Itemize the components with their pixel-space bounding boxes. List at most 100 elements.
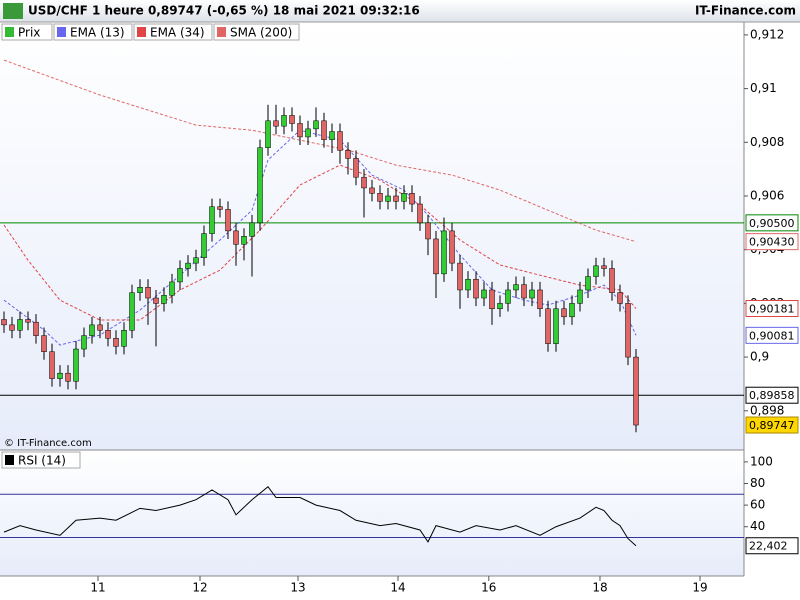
- candle-body: [137, 287, 143, 293]
- candle-body: [161, 295, 167, 304]
- candle-body: [489, 289, 495, 310]
- candle-body: [145, 287, 151, 299]
- price-tag: [745, 233, 799, 251]
- candle-body: [353, 158, 359, 178]
- candle-body: [505, 289, 511, 304]
- legend-box: [1, 23, 53, 41]
- x-tick-label: 13: [290, 581, 305, 595]
- candle-body: [217, 206, 223, 210]
- y-tick-label: 0,908: [750, 135, 784, 149]
- candle-body: [417, 203, 423, 224]
- legend-swatch: [57, 27, 66, 37]
- candle-body: [89, 324, 95, 336]
- candle-body: [41, 335, 47, 352]
- legend-swatch: [217, 27, 226, 37]
- price-tag: [745, 326, 799, 344]
- candle-body: [313, 120, 319, 130]
- candle-body: [273, 120, 279, 127]
- legend-label: SMA (200): [230, 26, 292, 40]
- candle-body: [321, 120, 327, 140]
- candle-body: [201, 233, 207, 258]
- legend-box: [213, 23, 300, 41]
- candle-body: [17, 319, 23, 331]
- candle-body: [113, 338, 119, 347]
- candle-body: [249, 222, 255, 237]
- candle-body: [73, 348, 79, 382]
- header-title: USD/CHF 1 heure 0,89747 (-0,65 %) 18 mai…: [28, 4, 420, 18]
- candle-body: [369, 187, 375, 194]
- indicator-line: [3, 164, 637, 321]
- candle-body: [585, 276, 591, 291]
- candle-body: [193, 257, 199, 264]
- legend-label: EMA (34): [150, 26, 205, 40]
- candle-body: [289, 115, 295, 124]
- candle-body: [521, 284, 527, 299]
- candle-body: [121, 329, 127, 347]
- candle-body: [185, 262, 191, 269]
- candle-body: [617, 292, 623, 304]
- legend-box: [1, 451, 81, 469]
- candle-body: [513, 284, 519, 291]
- candle-body: [449, 230, 455, 264]
- candle-body: [337, 131, 343, 151]
- candle-body: [1, 319, 7, 326]
- candle-body: [345, 150, 351, 159]
- candle-body: [233, 230, 239, 245]
- candle-body: [257, 147, 263, 224]
- y-tick-label: 0,9: [750, 350, 769, 364]
- x-tick-label: 18: [592, 581, 607, 595]
- candle-body: [329, 131, 335, 140]
- candle-body: [593, 265, 599, 277]
- price-tag-label: 0,90081: [749, 329, 795, 342]
- x-tick-label: 12: [192, 581, 207, 595]
- price-panel: [0, 22, 744, 450]
- candle-body: [457, 262, 463, 291]
- rsi-panel: [0, 450, 744, 576]
- candle-body: [97, 324, 103, 331]
- candle-body: [265, 120, 271, 148]
- y-tick-label: 100: [750, 454, 773, 468]
- candle-body: [153, 297, 159, 304]
- price-tag-label: 22,402: [749, 540, 788, 553]
- candle-body: [601, 265, 607, 269]
- candle-body: [177, 268, 183, 283]
- x-tick-label: 14: [390, 581, 405, 595]
- price-tag-label: 0,90181: [749, 302, 795, 315]
- candle-body: [497, 303, 503, 310]
- price-tag-label: 0,90430: [749, 236, 795, 249]
- y-tick-label: 0,912: [750, 27, 784, 41]
- legend-swatch: [137, 27, 146, 37]
- legend-swatch: [5, 27, 14, 37]
- price-tag: [745, 416, 799, 434]
- candle-body: [529, 289, 535, 299]
- candle-body: [553, 308, 559, 344]
- candle-body: [409, 193, 415, 205]
- price-tag-label: 0,90500: [749, 217, 795, 230]
- candle-body: [537, 289, 543, 310]
- candle-body: [225, 209, 231, 232]
- legend-label: EMA (13): [70, 26, 125, 40]
- legend-box: [53, 23, 133, 41]
- candle-body: [9, 324, 15, 331]
- x-tick-label: 16: [481, 581, 496, 595]
- legend-box: [133, 23, 213, 41]
- candle-body: [569, 303, 575, 318]
- brand: IT-Finance.com: [695, 4, 796, 18]
- candle-body: [209, 206, 215, 234]
- legend-swatch: [5, 455, 14, 465]
- y-tick-label: 60: [750, 498, 765, 512]
- candle-body: [577, 289, 583, 304]
- candle-body: [129, 292, 135, 331]
- candle-body: [625, 303, 631, 358]
- candle-body: [465, 278, 471, 291]
- candle-body: [65, 372, 71, 382]
- candle-body: [169, 281, 175, 296]
- candle-body: [297, 123, 303, 138]
- legend-label: RSI (14): [18, 454, 66, 468]
- indicator-line: [3, 59, 637, 243]
- y-tick-label: 0,91: [750, 81, 777, 95]
- candle-body: [393, 195, 399, 202]
- logo: [3, 3, 23, 19]
- price-tag: [745, 537, 799, 555]
